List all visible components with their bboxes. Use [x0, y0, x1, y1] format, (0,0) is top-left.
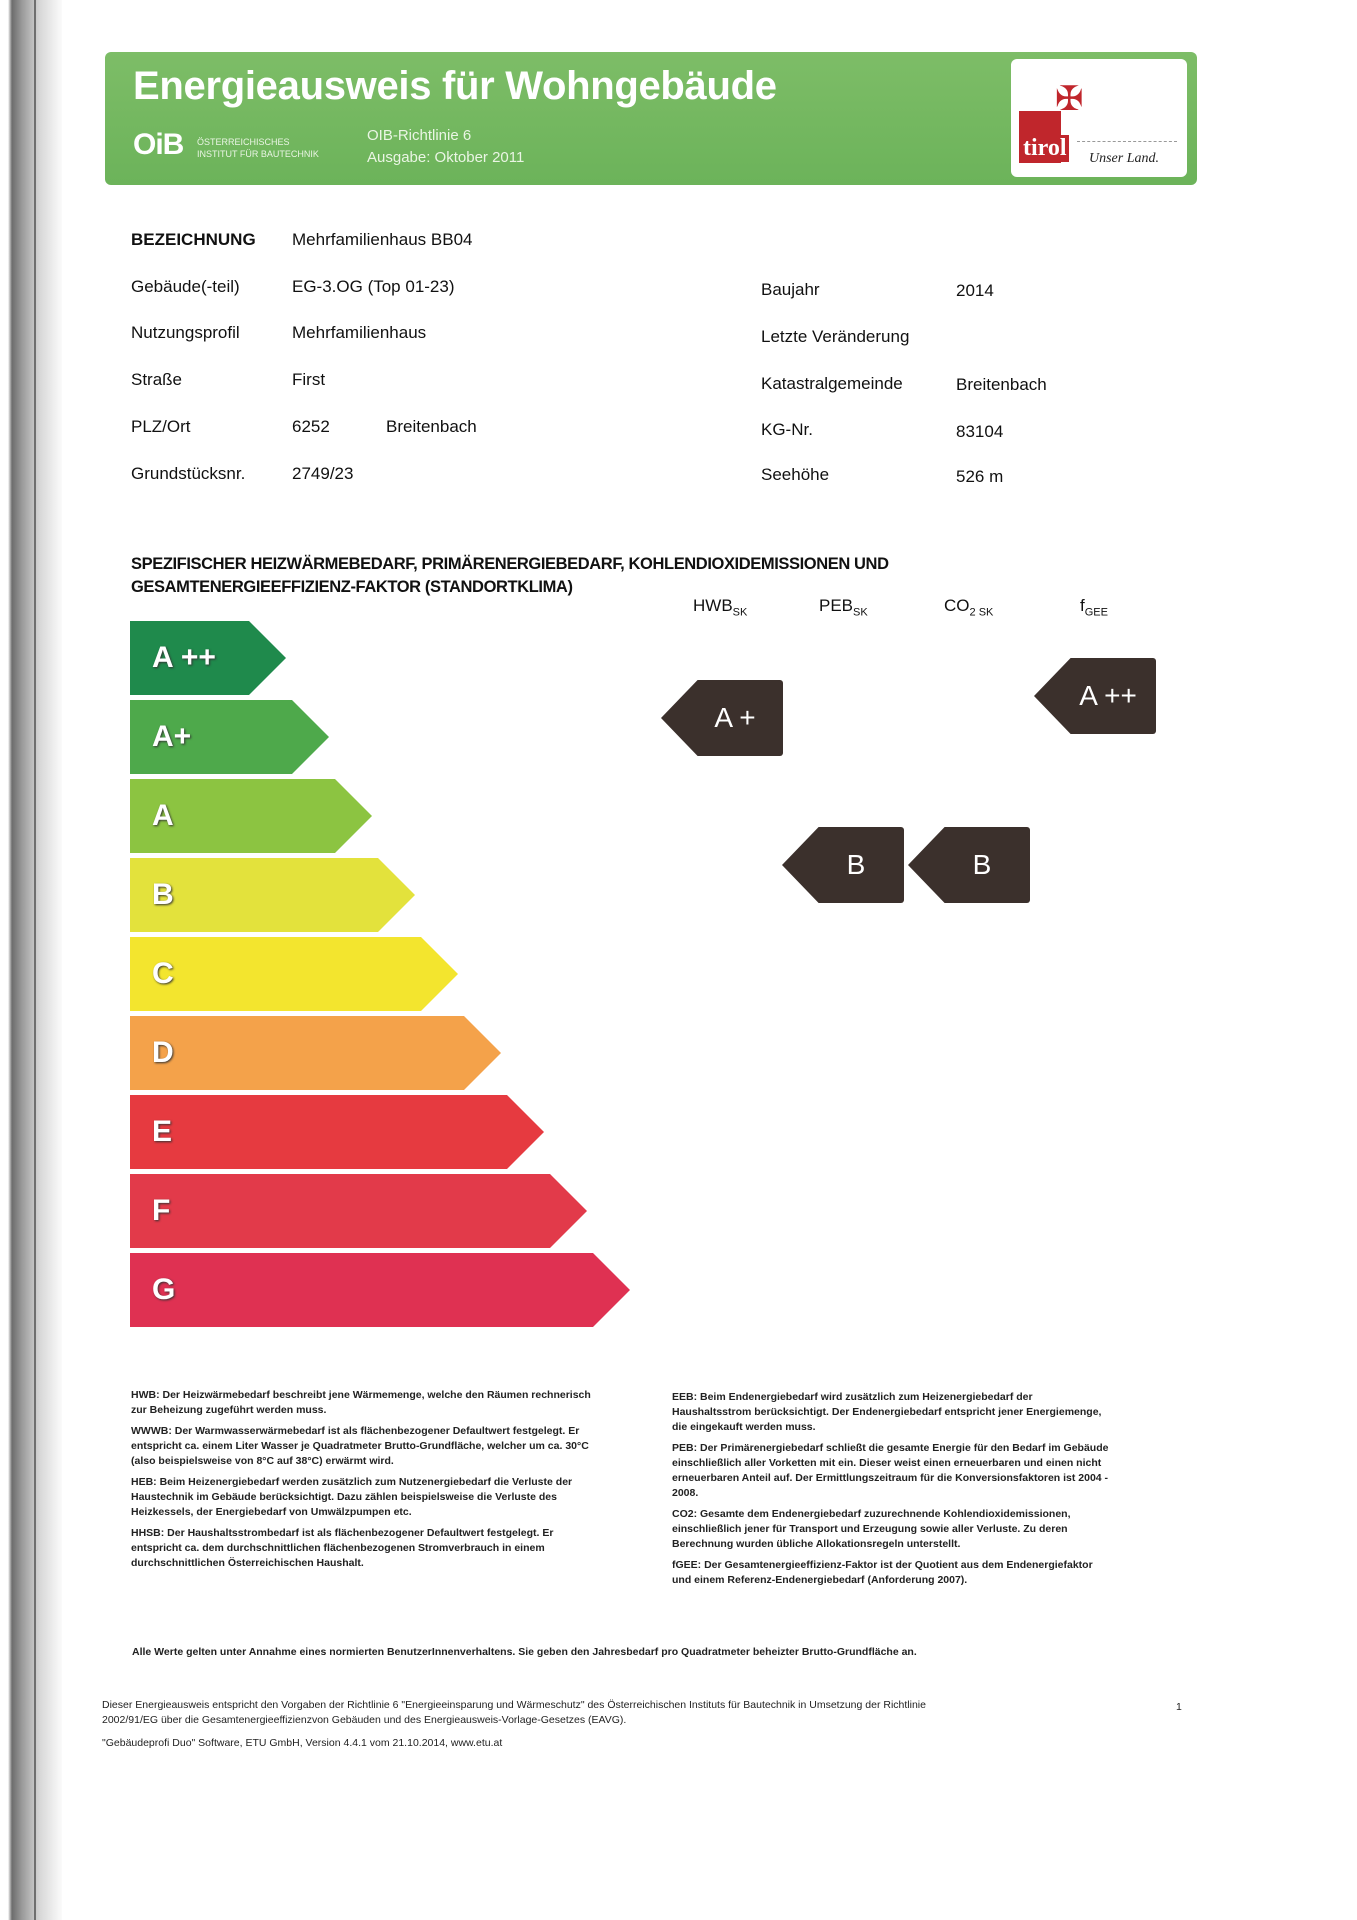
- value-katastralgemeinde: Breitenbach: [956, 375, 1047, 394]
- label-bezeichnung: BEZEICHNUNG: [131, 230, 256, 249]
- energy-class-bar: A+: [130, 700, 329, 774]
- label-letzte-veraenderung: Letzte Veränderung: [761, 327, 910, 346]
- energy-class-bar: A ++: [130, 621, 286, 695]
- value-grundstuecksnr: 2749/23: [292, 464, 354, 483]
- label-katastralgemeinde: Katastralgemeinde: [761, 374, 903, 393]
- guideline-info: OIB-Richtlinie 6 Ausgabe: Oktober 2011: [367, 125, 524, 169]
- footer-software: "Gebäudeprofi Duo" Software, ETU GmbH, V…: [102, 1737, 503, 1749]
- document-title: Energieausweis für Wohngebäude: [133, 64, 777, 108]
- label-plz-ort: PLZ/Ort: [131, 417, 191, 436]
- note-wwwb: WWWB: Der Warmwasserwärmebedarf ist als …: [131, 1425, 589, 1467]
- rating-heading: SPEZIFISCHER HEIZWÄRMEBEDARF, PRIMÄRENER…: [131, 555, 889, 596]
- energy-class-bar: F: [130, 1174, 587, 1248]
- label-strasse: Straße: [131, 370, 183, 389]
- label-baujahr: Baujahr: [761, 280, 820, 299]
- value-bezeichnung: Mehrfamilienhaus BB04: [292, 230, 473, 249]
- label-seehoehe: Seehöhe: [761, 465, 830, 484]
- value-nutzungsprofil: Mehrfamilienhaus: [292, 323, 427, 342]
- footer-line-2: 2002/91/EG über die Gesamtenergieeffizie…: [102, 1714, 627, 1726]
- value-baujahr: 2014: [956, 281, 994, 300]
- oib-logo: OiB ÖSTERREICHISCHES INSTITUT FÜR BAUTECH…: [133, 128, 319, 161]
- page-number: 1: [1176, 1701, 1182, 1713]
- note-co2: CO2: Gesamte dem Endenergiebedarf zuzure…: [672, 1508, 1071, 1550]
- column-peb: PEBSK: [819, 596, 868, 619]
- label-nutzungsprofil: Nutzungsprofil: [131, 323, 240, 342]
- footer-line-1: Dieser Energieausweis entspricht den Vor…: [102, 1699, 926, 1711]
- edition: Ausgabe: Oktober 2011: [367, 149, 525, 166]
- notes-right: EEB: Beim Endenergiebedarf wird zusätzli…: [672, 1390, 1112, 1594]
- assumption-note: Alle Werte gelten unter Annahme eines no…: [132, 1646, 917, 1658]
- note-eeb: EEB: Beim Endenergiebedarf wird zusätzli…: [672, 1391, 1102, 1433]
- note-hwb: HWB: Der Heizwärmebedarf beschreibt jene…: [131, 1389, 591, 1416]
- energy-class-bar: C: [130, 937, 458, 1011]
- note-hhsb: HHSB: Der Haushaltsstrombedarf ist als f…: [131, 1527, 554, 1569]
- notes-left: HWB: Der Heizwärmebedarf beschreibt jene…: [131, 1388, 601, 1577]
- column-co2: CO2 SK: [944, 596, 994, 619]
- label-kg-nr: KG-Nr.: [761, 420, 813, 439]
- header-banner: Energieausweis für Wohngebäude OiB ÖSTER…: [105, 52, 1197, 185]
- note-heb: HEB: Beim Heizenergiebedarf werden zusät…: [131, 1476, 573, 1518]
- value-seehoehe: 526 m: [956, 467, 1004, 486]
- energy-class-bar: D: [130, 1016, 501, 1090]
- scan-edge: [0, 0, 62, 1920]
- note-peb: PEB: Der Primärenergiebedarf schließt di…: [672, 1442, 1109, 1499]
- indicator-hwb: A +: [661, 680, 783, 756]
- energy-class-bar: G: [130, 1253, 630, 1327]
- note-fgee: fGEE: Der Gesamtenergieeffizienz-Faktor …: [672, 1559, 1093, 1586]
- value-strasse: First: [292, 370, 326, 389]
- value-kg-nr: 83104: [956, 422, 1004, 441]
- energy-class-bar: A: [130, 779, 372, 853]
- indicator-fgee: A ++: [1034, 658, 1156, 734]
- value-ort: Breitenbach: [386, 417, 477, 436]
- value-gebaeudeteil: EG-3.OG (Top 01-23): [292, 277, 455, 296]
- scan-edge-line: [34, 0, 36, 1920]
- value-plz: 6252: [292, 417, 330, 436]
- energy-class-bar: E: [130, 1095, 544, 1169]
- guideline: OIB-Richtlinie 6: [367, 127, 472, 144]
- indicator-co2: B: [908, 827, 1030, 903]
- column-hwb: HWBSK: [693, 596, 748, 619]
- column-fgee: fGEE: [1080, 596, 1108, 619]
- indicator-peb: B: [782, 827, 904, 903]
- label-gebaeudeteil: Gebäude(-teil): [131, 277, 240, 296]
- tirol-logo: ✠ tirol Unser Land.: [1011, 59, 1187, 177]
- label-grundstuecksnr: Grundstücksnr.: [131, 464, 246, 483]
- energy-class-bar: B: [130, 858, 415, 932]
